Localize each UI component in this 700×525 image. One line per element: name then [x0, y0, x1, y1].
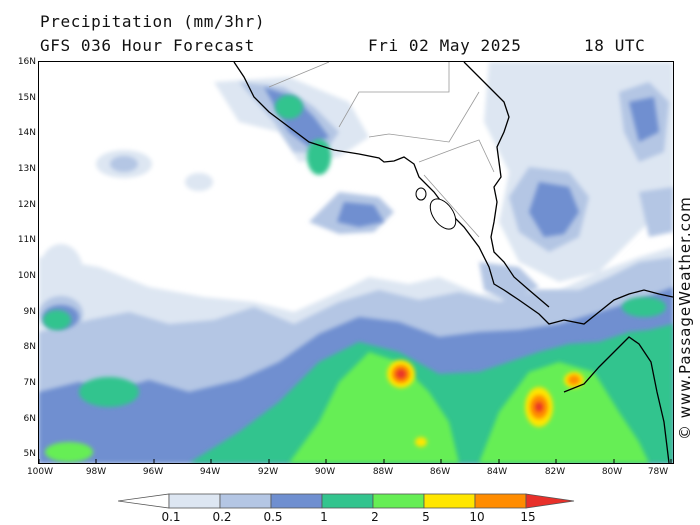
- lon-label: 86W: [429, 467, 451, 477]
- legend-label: 0.5: [263, 510, 283, 524]
- lake-managua: [415, 187, 427, 201]
- credit-text: © www.PassageWeather.com: [676, 196, 694, 440]
- legend-swatch: [423, 493, 476, 509]
- legend-swatch: [168, 493, 221, 509]
- panama-coastline: [563, 336, 670, 463]
- legend-swatch: [372, 493, 425, 509]
- lat-label: 9N: [23, 307, 36, 317]
- lon-label: 96W: [142, 467, 164, 477]
- caribbean-coastline: [463, 62, 550, 308]
- lon-label: 84W: [486, 467, 508, 477]
- lat-label: 15N: [17, 93, 36, 103]
- lat-label: 8N: [23, 342, 36, 352]
- legend-swatch: [118, 493, 170, 509]
- precip-very-heavy: [45, 352, 649, 463]
- lon-ticks: [39, 459, 672, 463]
- lon-label: 80W: [601, 467, 623, 477]
- date-label: Fri 02 May 2025: [368, 36, 522, 55]
- lon-label: 92W: [257, 467, 279, 477]
- precip-peak: [396, 369, 543, 412]
- lat-label: 5N: [23, 449, 36, 459]
- legend-bar: [118, 493, 575, 509]
- legend-label: 1: [320, 510, 328, 524]
- legend-label: 2: [371, 510, 379, 524]
- subtitle-row: GFS 036 Hour Forecast Fri 02 May 2025 18…: [40, 36, 660, 56]
- map-frame: [38, 61, 674, 464]
- legend-label: 0.1: [161, 510, 181, 524]
- lat-label: 6N: [23, 414, 36, 424]
- legend-swatch: [219, 493, 272, 509]
- legend-swatch: [270, 493, 323, 509]
- lat-label: 7N: [23, 378, 36, 388]
- precipitation-map: [39, 62, 673, 463]
- lat-label: 12N: [17, 200, 36, 210]
- lon-label: 98W: [85, 467, 107, 477]
- lat-label: 13N: [17, 164, 36, 174]
- country-borders: [268, 62, 495, 238]
- chart-title: Precipitation (mm/3hr): [40, 12, 266, 31]
- lon-label: 100W: [26, 467, 54, 477]
- legend-label: 10: [469, 510, 485, 524]
- legend-label: 0.2: [212, 510, 232, 524]
- legend-label: 15: [520, 510, 536, 524]
- lat-label: 10N: [17, 271, 36, 281]
- legend-swatch: [321, 493, 374, 509]
- legend-label: 5: [422, 510, 430, 524]
- lat-label: 14N: [17, 128, 36, 138]
- time-label: 18 UTC: [584, 36, 646, 55]
- lat-label: 16N: [17, 57, 36, 67]
- lon-label: 94W: [199, 467, 221, 477]
- model-label: GFS 036 Hour Forecast: [40, 36, 255, 55]
- lat-label: 11N: [17, 235, 36, 245]
- coastline: [233, 62, 673, 325]
- lon-label: 90W: [314, 467, 336, 477]
- lake-nicaragua: [429, 198, 457, 230]
- legend-swatch: [474, 493, 527, 509]
- lon-label: 78W: [647, 467, 669, 477]
- lon-label: 82W: [544, 467, 566, 477]
- legend-swatch: [525, 493, 575, 509]
- lon-label: 88W: [372, 467, 394, 477]
